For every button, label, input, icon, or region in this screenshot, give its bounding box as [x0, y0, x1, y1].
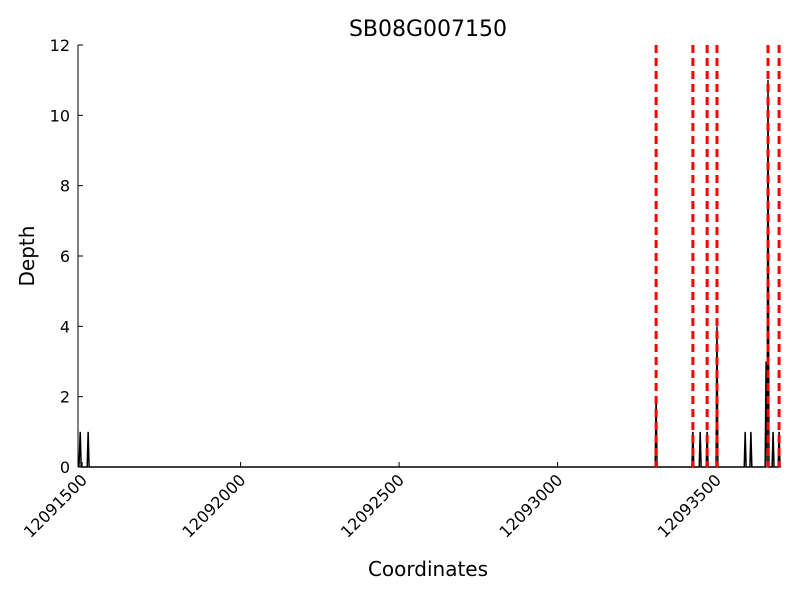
chart-title: SB08G007150 — [349, 17, 507, 42]
x-tick-label: 12092000 — [178, 470, 249, 541]
y-axis-label: Depth — [15, 226, 39, 287]
x-tick-label: 12091500 — [20, 470, 91, 541]
y-tick-label: 2 — [60, 388, 70, 407]
y-tick-label: 6 — [60, 247, 70, 266]
x-tick-label: 12092500 — [337, 470, 408, 541]
y-tick-label: 10 — [50, 106, 70, 125]
y-tick-label: 12 — [50, 36, 70, 55]
x-tick-label: 12093500 — [654, 470, 725, 541]
x-axis-label: Coordinates — [368, 557, 488, 581]
y-tick-label: 4 — [60, 317, 70, 336]
y-tick-label: 0 — [60, 458, 70, 477]
depth-line — [78, 80, 781, 468]
x-tick-label: 12093000 — [495, 470, 566, 541]
y-tick-label: 8 — [60, 177, 70, 196]
